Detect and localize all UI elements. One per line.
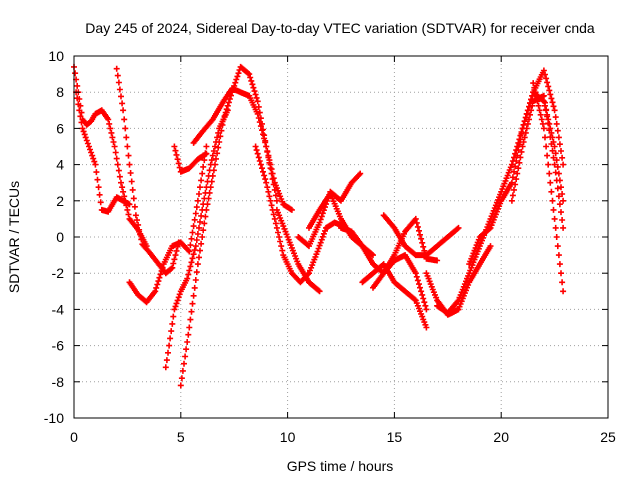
series-sat-c [113, 65, 182, 277]
y-tick-label: -10 [44, 410, 64, 426]
data-points [71, 63, 567, 389]
series-sat-h [190, 85, 295, 213]
x-tick-label: 5 [177, 429, 185, 445]
series-points [423, 243, 494, 318]
series-sat-p [380, 212, 462, 259]
series-sat-d [126, 143, 210, 306]
series-sat-e [162, 107, 231, 371]
series-points [113, 65, 182, 277]
x-tick-label: 10 [280, 429, 296, 445]
y-axis-label: SDTVAR / TECUs [6, 181, 22, 293]
series-points [466, 89, 567, 268]
series-sat-r [434, 67, 567, 316]
series-points [71, 63, 150, 250]
y-tick-label: -4 [52, 301, 65, 317]
series-points [273, 206, 323, 295]
series-points [171, 143, 210, 175]
x-tick-label: 0 [70, 429, 78, 445]
y-tick-label: -8 [52, 374, 65, 390]
series-sat-n [359, 261, 430, 331]
y-tick-label: -6 [52, 338, 65, 354]
x-tick-label: 25 [600, 429, 616, 445]
y-tick-label: -2 [52, 265, 65, 281]
series-points [190, 85, 295, 213]
y-tick-label: 8 [56, 84, 64, 100]
series-sat-q [423, 243, 494, 318]
series-sat-g [171, 143, 210, 175]
x-tick-label: 20 [493, 429, 509, 445]
chart-title: Day 245 of 2024, Sidereal Day-to-day VTE… [85, 20, 595, 36]
y-tick-label: 4 [56, 157, 64, 173]
series-sat-u [508, 92, 567, 231]
series-points [162, 107, 231, 371]
y-tick-label: 2 [56, 193, 64, 209]
series-points [359, 261, 430, 331]
y-tick-label: 0 [56, 229, 64, 245]
x-axis-label: GPS time / hours [287, 458, 394, 474]
series-points [380, 212, 462, 259]
series-sat-j [273, 206, 323, 295]
series-points [126, 143, 210, 306]
y-tick-label: 6 [56, 120, 64, 136]
series-points [508, 92, 567, 231]
x-tick-label: 15 [387, 429, 403, 445]
series-sat-a [71, 63, 150, 250]
series-sat-s [466, 89, 567, 268]
series-points [434, 67, 567, 316]
y-tick-label: 10 [48, 48, 64, 64]
